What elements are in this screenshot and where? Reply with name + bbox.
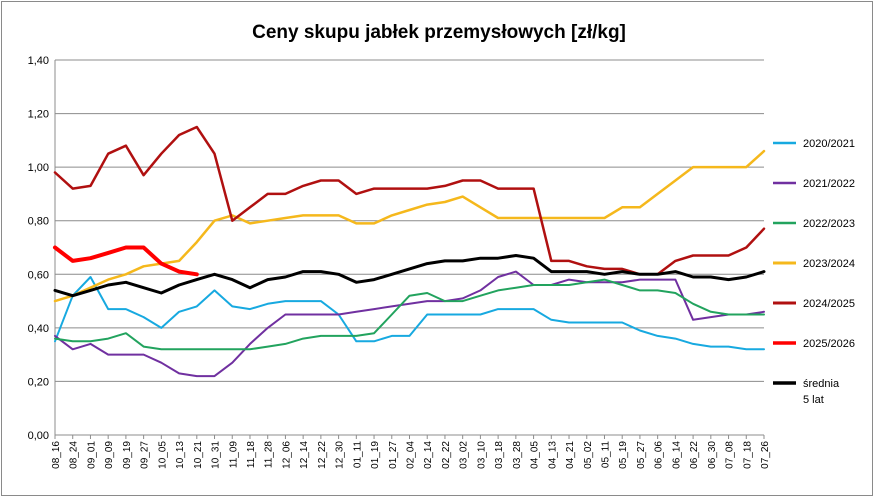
series-line [53, 254, 766, 298]
x-tick-label: 10_21 [193, 441, 204, 469]
x-tick-label: 03_10 [476, 441, 487, 469]
x-tick-label: 12_06 [281, 441, 292, 469]
x-tick-label: 10_31 [211, 441, 222, 469]
gridlines [55, 59, 764, 382]
x-tick-label: 02_14 [423, 441, 434, 469]
x-tick-label: 01_11 [352, 441, 363, 469]
legend: 2020/2021 2021/2022 2022/2023 2023/2024 2024… [773, 138, 855, 406]
x-tick-label: 09_09 [104, 441, 115, 469]
x-tick-label: 07_08 [725, 441, 736, 469]
x-tick-label: 08_16 [51, 441, 62, 469]
x-tick-label: 11_09 [228, 441, 239, 469]
x-tick-label: 06_22 [689, 441, 700, 469]
x-tick-label: 12_22 [317, 441, 328, 469]
series-line [54, 276, 765, 351]
x-tick-label: 11_28 [264, 441, 275, 469]
x-tick-label: 09_27 [140, 441, 151, 469]
x-tick-label: 03_18 [494, 441, 505, 469]
y-tick-label: 1,40 [28, 55, 49, 67]
x-tick-label: 06_30 [707, 441, 718, 469]
x-tick-label: 04_21 [565, 441, 576, 469]
y-tick-label: 0,80 [28, 216, 49, 228]
x-tick-label: 01_27 [388, 441, 399, 469]
legend-label: 2022/2023 [803, 218, 855, 230]
x-tick-label: 05_11 [600, 441, 611, 469]
y-tick-label: 0,60 [28, 269, 49, 281]
x-tick-label: 05_02 [583, 441, 594, 469]
x-tick-label: 12_30 [335, 441, 346, 469]
x-tick-label: 09_19 [122, 441, 133, 469]
legend-label: 2023/2024 [803, 258, 855, 270]
x-tick-label: 03_28 [512, 441, 523, 469]
x-tick-label: 12_14 [299, 441, 310, 469]
x-tick-label: 11_18 [246, 441, 257, 469]
y-tick-labels: 0,00 0,20 0,40 0,60 0,80 1,00 1,20 1,40 [28, 55, 49, 442]
chart-title: Ceny skupu jabłek przemysłowych [zł/kg] [252, 22, 626, 43]
legend-label: 2025/2026 [803, 338, 855, 350]
series-line [54, 278, 765, 351]
series-line [54, 270, 765, 378]
y-tick-label: 1,00 [28, 162, 49, 174]
axes [54, 60, 765, 439]
x-tick-label: 06_06 [654, 441, 665, 469]
x-tick-label: 05_27 [636, 441, 647, 469]
x-tick-label: 04_05 [530, 441, 541, 469]
x-tick-label: 07_18 [742, 441, 753, 469]
x-tick-label: 10_13 [175, 441, 186, 469]
legend-label: średnia 5 lat [803, 378, 840, 406]
series-line [53, 125, 766, 276]
x-tick-label: 07_26 [760, 441, 771, 469]
x-tick-labels: 08_16 08_24 09_01 09_09 09_19 09_27 10_05 10_13… [51, 441, 771, 469]
x-tick-label: 06_14 [671, 441, 682, 469]
series-line [53, 245, 199, 277]
x-tick-label: 04_13 [547, 441, 558, 469]
series-lines [53, 125, 766, 378]
x-tick-label: 02_04 [406, 441, 417, 469]
y-tick-label: 0,20 [28, 376, 49, 388]
legend-label: 2021/2022 [803, 178, 855, 190]
legend-label: 2020/2021 [803, 138, 855, 150]
y-tick-label: 0,00 [28, 430, 49, 442]
x-tick-label: 02_22 [441, 441, 452, 469]
x-tick-label: 01_19 [370, 441, 381, 469]
legend-label: 2024/2025 [803, 298, 855, 310]
x-tick-label: 08_24 [69, 441, 80, 469]
series-line [53, 149, 766, 303]
y-tick-label: 0,40 [28, 323, 49, 335]
y-tick-label: 1,20 [28, 109, 49, 121]
x-tick-label: 05_19 [618, 441, 629, 469]
x-tick-label: 03_02 [459, 441, 470, 469]
x-tick-label: 10_05 [157, 441, 168, 469]
x-tick-label: 09_01 [86, 441, 97, 469]
